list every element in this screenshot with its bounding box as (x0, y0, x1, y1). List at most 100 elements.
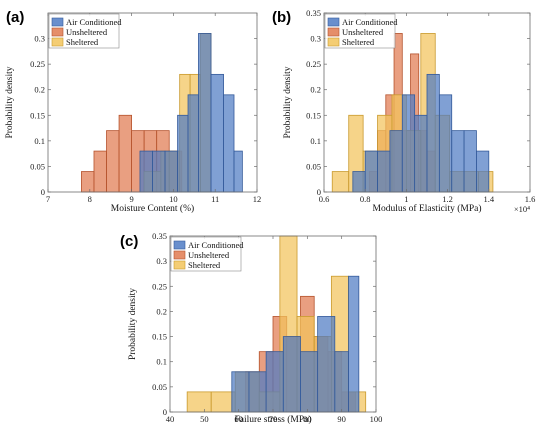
legend-swatch-air-conditioned (173, 240, 186, 250)
legend-swatch-air-conditioned (327, 17, 340, 27)
bar-air-conditioned (231, 371, 250, 413)
legend-swatch-sheltered (51, 37, 64, 47)
bar-air-conditioned (389, 130, 403, 193)
x-tick-label: 1.4 (483, 194, 494, 204)
legend-label-unsheltered: Unsheltered (188, 250, 230, 260)
bar-unsheltered (106, 130, 120, 193)
chart-panel-1: (a) 7 8 9 10 11 12 0 0.05 0.1 0.15 0.2 0.25 0.3 Moistu… (5, 9, 261, 214)
bar-air-conditioned (210, 73, 224, 193)
x-tick-label: 8 (88, 194, 92, 204)
legend-label-air-conditioned: Air Conditioned (342, 17, 398, 27)
bar-sheltered (186, 391, 212, 413)
legend-label-air-conditioned: Air Conditioned (188, 240, 244, 250)
bar-air-conditioned (352, 171, 366, 193)
x-axis-label: Modulus of Elasticity (MPa) (373, 203, 482, 214)
y-tick-label: 0.3 (310, 34, 321, 44)
bar-air-conditioned (265, 351, 284, 413)
legend-swatch-unsheltered (173, 250, 186, 260)
y-tick-label: 0.2 (156, 306, 167, 316)
legend-swatch-sheltered (173, 260, 186, 270)
y-tick-label: 0.15 (152, 332, 167, 342)
bar-air-conditioned (282, 336, 301, 413)
x-tick-label: 70 (269, 414, 278, 424)
y-tick-label: 0.2 (34, 85, 45, 95)
y-tick-label: 0 (41, 187, 45, 197)
x-tick-label: 12 (253, 194, 262, 204)
y-axis-label: Probability density (5, 66, 15, 138)
panel-label: (a) (6, 9, 24, 26)
y-tick-label: 0.15 (30, 110, 45, 120)
bar-air-conditioned (300, 351, 319, 413)
y-tick-label: 0.35 (152, 231, 167, 241)
bar-air-conditioned (334, 351, 349, 413)
x-tick-label: 1.2 (442, 194, 453, 204)
y-tick-label: 0.15 (306, 110, 321, 120)
x-axis-label: Moisture Content (%) (111, 203, 194, 214)
bar-air-conditioned (223, 94, 235, 193)
bar-unsheltered (93, 150, 107, 193)
histogram-bars (186, 235, 367, 413)
plot-frame (323, 12, 531, 193)
x-tick-label: 7 (46, 194, 50, 204)
legend-label-sheltered: Sheltered (342, 37, 375, 47)
chart-panel-3: (c) 40 50 60 70 80 90 100 0 0.05 0.1 0.15 0.2 0.25 0.3… (120, 231, 382, 424)
y-tick-label: 0.05 (152, 382, 167, 392)
y-tick-label: 0.25 (306, 59, 321, 69)
histogram-bars (81, 33, 243, 193)
y-tick-label: 0.2 (310, 85, 321, 95)
bar-air-conditioned (438, 94, 453, 193)
x-tick-label: 80 (303, 414, 312, 424)
y-tick-label: 0.05 (30, 161, 45, 171)
bar-air-conditioned (451, 130, 465, 193)
legend-label-sheltered: Sheltered (188, 260, 221, 270)
bar-air-conditioned (152, 150, 166, 193)
legend-label-unsheltered: Unsheltered (66, 27, 108, 37)
legend-swatch-sheltered (327, 37, 340, 47)
bar-unsheltered (118, 114, 132, 193)
bar-air-conditioned (401, 94, 416, 193)
y-tick-label: 0.1 (34, 136, 45, 146)
bar-air-conditioned (364, 150, 378, 193)
panel-label: (b) (272, 9, 291, 26)
y-tick-label: 0.05 (306, 161, 321, 171)
plot-frame (47, 12, 258, 193)
y-tick-label: 0.35 (306, 8, 321, 18)
bar-air-conditioned (414, 114, 428, 193)
bar-air-conditioned (233, 150, 243, 193)
x-tick-label: 9 (129, 194, 133, 204)
legend-swatch-air-conditioned (51, 17, 64, 27)
y-tick-label: 0 (163, 407, 167, 417)
y-tick-label: 0.1 (156, 357, 167, 367)
bar-air-conditioned (476, 150, 490, 193)
y-tick-label: 0.25 (30, 59, 45, 69)
bar-unsheltered (81, 171, 95, 193)
x-tick-label: 50 (200, 414, 209, 424)
y-tick-label: 0.25 (152, 281, 167, 291)
y-tick-label: 0.3 (156, 256, 167, 266)
bar-air-conditioned (426, 73, 440, 193)
x-tick-label: 11 (211, 194, 219, 204)
x-tick-label: 1.6 (525, 194, 536, 204)
bar-air-conditioned (248, 371, 267, 413)
y-axis-label: Probability density (283, 66, 293, 138)
legend-label-sheltered: Sheltered (66, 37, 99, 47)
legend-label-air-conditioned: Air Conditioned (66, 17, 122, 27)
x-multiplier-label: ×10⁴ (514, 204, 530, 214)
bar-air-conditioned (177, 114, 189, 193)
x-tick-label: 0.8 (360, 194, 371, 204)
x-axis-label: Failure stress (MPa) (234, 414, 311, 424)
legend-swatch-unsheltered (51, 27, 64, 37)
x-tick-label: 10 (169, 194, 178, 204)
panel-label: (c) (120, 233, 138, 250)
bar-air-conditioned (317, 316, 336, 413)
legend-label-unsheltered: Unsheltered (342, 27, 384, 37)
bar-air-conditioned (348, 275, 360, 413)
x-tick-label: 90 (337, 414, 346, 424)
bar-air-conditioned (198, 33, 212, 193)
bar-air-conditioned (187, 94, 199, 193)
y-axis-label: Probability density (128, 288, 138, 360)
x-tick-label: 100 (370, 414, 383, 424)
